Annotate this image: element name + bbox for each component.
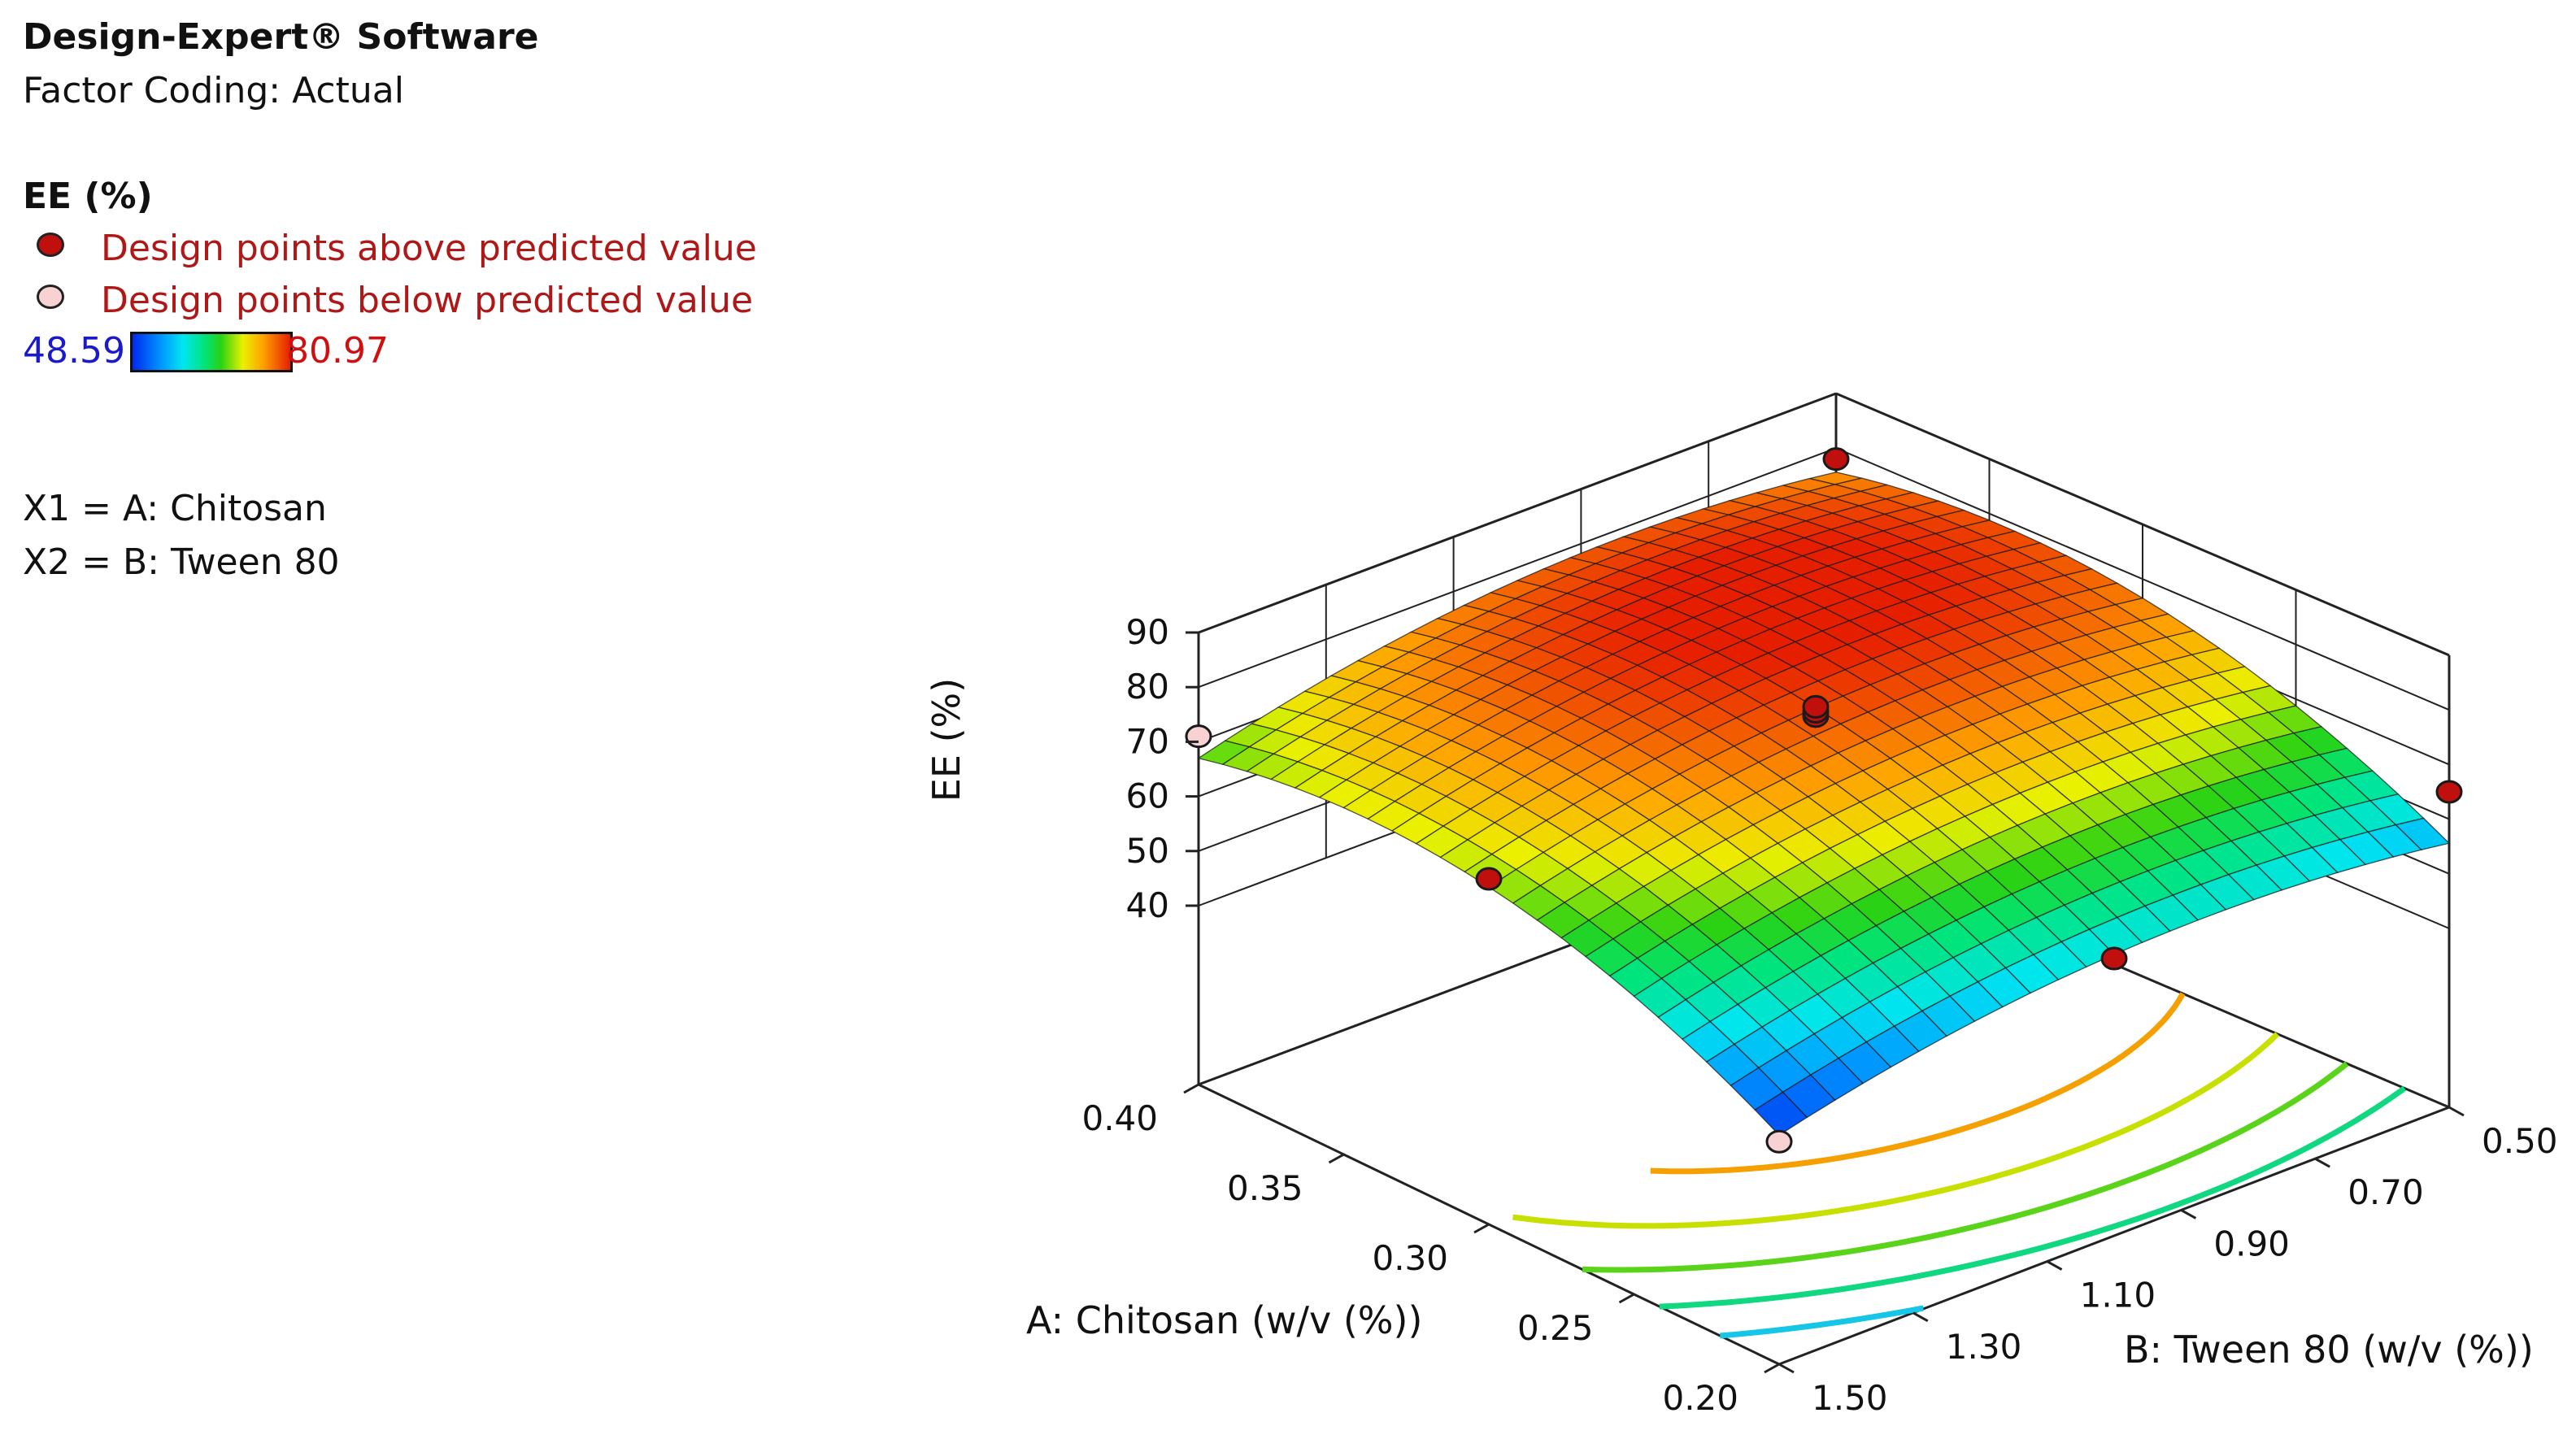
z-tick-label: 70 [1126,721,1169,761]
contour-line [1719,1305,1924,1339]
axis-labels: EE (%) A: Chitosan (w/v (%)) B: Tween 80 (… [925,678,2534,1372]
a-tick-label: 0.30 [1372,1238,1448,1278]
b-axis-label: B: Tween 80 (w/v (%)) [2124,1328,2534,1372]
b-tick [2448,1106,2465,1117]
axis-ticks: 40 50 60 70 80 90 0.40 0.35 0.30 0.25 0.20 0.50 0.70… [1081,612,2557,1418]
a-tick-label: 0.40 [1081,1098,1158,1138]
floor-edge [1778,1106,2450,1366]
z-axis-label: EE (%) [925,678,968,802]
wall-grid-h [1198,447,1837,689]
design-point [2435,780,2463,804]
color-scale-bar [130,332,293,372]
a-tick [1473,1223,1490,1234]
z-tick-label: 90 [1126,612,1169,652]
a-tick-label: 0.25 [1517,1308,1594,1348]
z-tick-label: 80 [1126,667,1169,706]
above-point-icon [37,233,64,257]
a-tick [1618,1293,1635,1304]
z-tick-label: 50 [1126,831,1169,871]
b-tick [2180,1209,2197,1219]
contour-line [1582,1061,2349,1273]
response-surface [1197,472,2451,1137]
contour-line [1650,992,2186,1175]
a-tick-label: 0.20 [1662,1378,1738,1418]
b-tick [1778,1363,1795,1374]
range-min: 48.59 [23,330,125,372]
b-tick [2314,1157,2330,1168]
legend-panel: Design-Expert® Software Factor Coding: A… [23,0,836,618]
b-tick-label: 0.70 [2348,1172,2424,1212]
range-max: 80.97 [286,330,389,372]
design-point [1475,867,1503,891]
response-name: EE (%) [23,176,153,217]
b-tick [2046,1260,2063,1271]
below-label: Design points below predicted value [101,280,754,321]
b-tick-label: 1.10 [2080,1276,2156,1315]
design-points [1185,447,2463,1154]
floor-contours [1512,992,2407,1339]
b-tick-label: 1.30 [1946,1327,2022,1367]
z-tick-label: 40 [1126,885,1169,925]
x2-definition: X2 = B: Tween 80 [23,541,340,583]
a-tick [1764,1363,1780,1374]
design-point [1765,1129,1793,1154]
software-title: Design-Expert® Software [23,16,539,58]
x1-definition: X1 = A: Chitosan [23,488,327,529]
b-tick-label: 0.90 [2213,1224,2290,1263]
a-tick-label: 0.35 [1227,1168,1303,1208]
b-tick-label: 0.50 [2482,1121,2558,1161]
below-point-icon [37,285,64,309]
above-label: Design points above predicted value [101,228,757,269]
design-point [1185,724,1212,749]
a-tick [1183,1083,1199,1094]
design-point [1802,694,1830,719]
a-axis-label: A: Chitosan (w/v (%)) [1026,1298,1422,1342]
z-tick-label: 60 [1126,776,1169,816]
b-tick [1912,1311,1929,1323]
wall-grid-h [1198,393,1837,633]
design-point [1822,447,1850,472]
contour-line [1659,1085,2407,1310]
contour-line [1512,1032,2280,1229]
a-tick [1328,1153,1345,1164]
design-point [2100,946,2128,971]
surface-cell [1754,1091,1808,1137]
factor-coding: Factor Coding: Actual [23,70,404,111]
b-tick-label: 1.50 [1812,1378,1888,1418]
